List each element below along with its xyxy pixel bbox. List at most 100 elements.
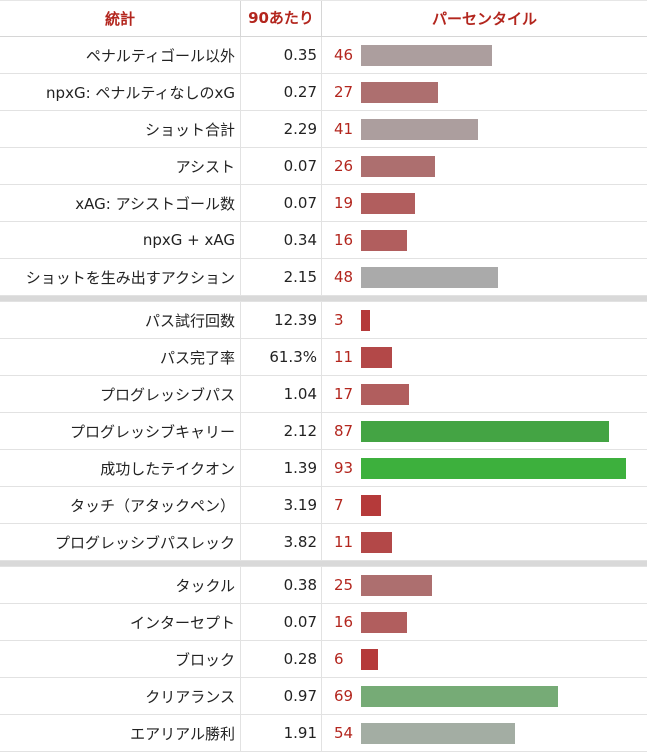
percentile-bar	[361, 119, 478, 140]
percentile-bar	[361, 156, 436, 177]
percentile-value: 25	[334, 576, 354, 594]
table-row: npxG: ペナルティなしのxG 0.27 27	[0, 74, 647, 111]
stat-name: ペナルティゴール以外	[85, 46, 235, 65]
stat-name: タックル	[175, 576, 235, 595]
table-row: プログレッシブパスレック 3.82 11	[0, 524, 647, 561]
stat-name: アシスト	[175, 157, 235, 176]
per90-value: 0.34	[240, 222, 322, 258]
stat-name: ショット合計	[144, 120, 235, 139]
per90-value: 2.12	[240, 413, 322, 449]
table-row: クリアランス 0.97 69	[0, 678, 647, 715]
table-row: 成功したテイクオン 1.39 93	[0, 450, 647, 487]
per90-value: 0.07	[240, 148, 322, 184]
stat-name: タッチ（アタックペン）	[69, 496, 235, 515]
percentile-cell: 11	[322, 524, 647, 560]
percentile-value: 3	[334, 311, 344, 329]
table-row: npxG + xAG 0.34 16	[0, 222, 647, 259]
percentile-cell: 93	[322, 450, 647, 486]
percentile-cell: 48	[322, 259, 647, 295]
table-row: タックル 0.38 25	[0, 567, 647, 604]
per90-value: 3.82	[240, 524, 322, 560]
percentile-value: 54	[334, 724, 354, 742]
per90-value: 1.91	[240, 715, 322, 751]
header-stat[interactable]: 統計	[104, 10, 135, 28]
per90-value: 0.27	[240, 74, 322, 110]
percentile-cell: 3	[322, 302, 647, 338]
percentile-bar	[361, 686, 558, 707]
per90-value: 0.28	[240, 641, 322, 677]
percentile-cell: 16	[322, 604, 647, 640]
percentile-bar	[361, 193, 416, 214]
per90-value: 0.07	[240, 185, 322, 221]
percentile-value: 11	[334, 348, 354, 366]
stat-name: プログレッシブキャリー	[69, 422, 235, 441]
stat-name: npxG: ペナルティなしのxG	[46, 83, 235, 102]
per90-value: 3.19	[240, 487, 322, 523]
per90-value: 1.39	[240, 450, 322, 486]
percentile-bar	[361, 532, 393, 553]
percentile-cell: 87	[322, 413, 647, 449]
percentile-value: 46	[334, 46, 354, 64]
stat-name: クリアランス	[145, 687, 235, 706]
table-row: パス試行回数 12.39 3	[0, 302, 647, 339]
percentile-bar	[361, 347, 393, 368]
stat-name: パス試行回数	[144, 311, 235, 330]
stat-name: エアリアル勝利	[130, 724, 235, 743]
percentile-bar	[361, 723, 515, 744]
percentile-value: 16	[334, 231, 354, 249]
table-row: パス完了率 61.3% 11	[0, 339, 647, 376]
percentile-value: 6	[334, 650, 344, 668]
percentile-bar	[361, 458, 627, 479]
percentile-cell: 19	[322, 185, 647, 221]
stat-name: 成功したテイクオン	[100, 459, 235, 478]
percentile-cell: 16	[322, 222, 647, 258]
percentile-value: 19	[334, 194, 354, 212]
per90-value: 0.38	[240, 567, 322, 603]
per90-value: 12.39	[240, 302, 322, 338]
percentile-bar	[361, 267, 498, 288]
table-row: ショットを生み出すアクション 2.15 48	[0, 259, 647, 296]
stat-name: xAG: アシストゴール数	[75, 194, 235, 213]
header-per90[interactable]: 90あたり	[240, 1, 322, 36]
percentile-bar	[361, 310, 370, 331]
percentile-value: 26	[334, 157, 354, 175]
stat-name: ブロック	[174, 650, 235, 669]
header-percentile[interactable]: パーセンタイル	[431, 10, 537, 28]
percentile-bar	[361, 612, 407, 633]
percentile-value: 17	[334, 385, 354, 403]
per90-value: 1.04	[240, 376, 322, 412]
table-row: インターセプト 0.07 16	[0, 604, 647, 641]
table-row: ペナルティゴール以外 0.35 46	[0, 37, 647, 74]
table-row: xAG: アシストゴール数 0.07 19	[0, 185, 647, 222]
table-row: プログレッシブキャリー 2.12 87	[0, 413, 647, 450]
stat-name: インターセプト	[129, 613, 235, 632]
table-row: プログレッシブパス 1.04 17	[0, 376, 647, 413]
percentile-cell: 7	[322, 487, 647, 523]
per90-value: 0.97	[240, 678, 322, 714]
percentile-value: 16	[334, 613, 354, 631]
percentile-value: 48	[334, 268, 354, 286]
percentile-value: 69	[334, 687, 354, 705]
percentile-value: 11	[334, 533, 354, 551]
table-row: アシスト 0.07 26	[0, 148, 647, 185]
table-row: ショット合計 2.29 41	[0, 111, 647, 148]
percentile-value: 87	[334, 422, 354, 440]
percentile-cell: 11	[322, 339, 647, 375]
percentile-value: 41	[334, 120, 354, 138]
percentile-bar	[361, 45, 493, 66]
table-row: エアリアル勝利 1.91 54	[0, 715, 647, 752]
stat-name: プログレッシブパスレック	[54, 533, 235, 552]
percentile-cell: 54	[322, 715, 647, 751]
group-separator	[0, 296, 647, 302]
percentile-value: 27	[334, 83, 354, 101]
stat-name: npxG + xAG	[142, 231, 235, 249]
table-row: タッチ（アタックペン） 3.19 7	[0, 487, 647, 524]
per90-value: 61.3%	[240, 339, 322, 375]
percentile-cell: 69	[322, 678, 647, 714]
percentile-cell: 25	[322, 567, 647, 603]
percentile-bar	[361, 421, 609, 442]
per90-value: 0.07	[240, 604, 322, 640]
per90-value: 0.35	[240, 37, 322, 73]
table-body: ペナルティゴール以外 0.35 46 npxG: ペナルティなしのxG 0.27 27 ショ…	[0, 37, 647, 752]
